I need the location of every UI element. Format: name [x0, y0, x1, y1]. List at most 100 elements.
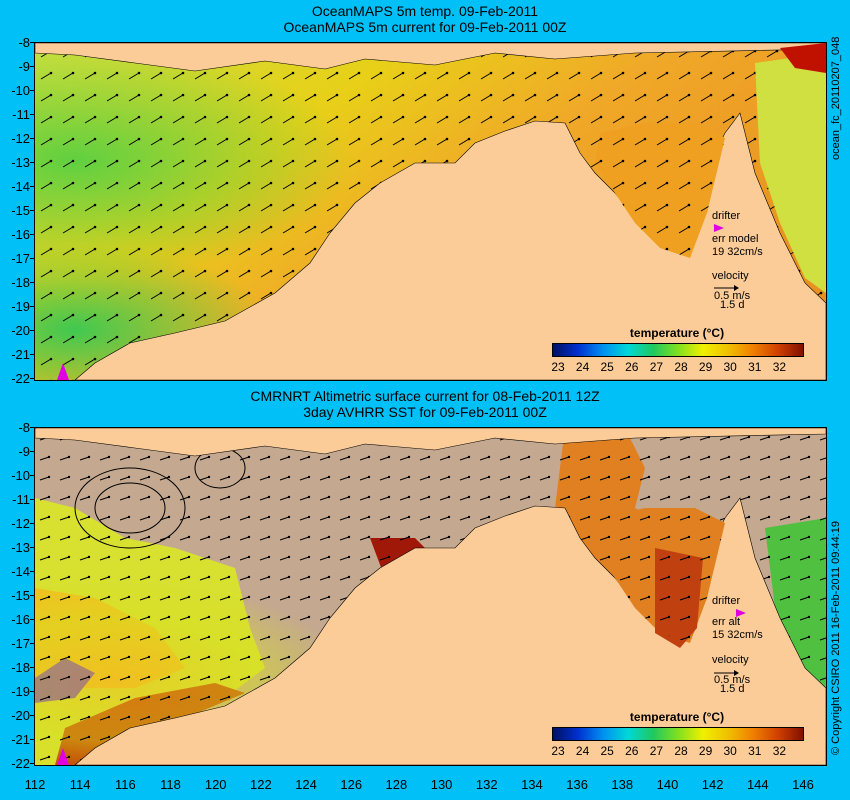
latitude-tick — [30, 523, 35, 524]
longitude-tick-label: 126 — [340, 777, 363, 792]
latitude-tick — [30, 619, 35, 620]
longitude-tick-label: 136 — [566, 777, 588, 792]
colorbar-tick-label: 27 — [649, 744, 664, 758]
latitude-tick — [30, 667, 35, 668]
latitude-tick-label: -12 — [11, 131, 30, 146]
top-drifter-marker-sw — [57, 363, 69, 380]
latitude-tick-label: -18 — [11, 275, 30, 290]
latitude-tick — [30, 475, 35, 476]
latitude-tick — [30, 66, 35, 67]
latitude-tick — [30, 186, 35, 187]
longitude-tick-label: 134 — [521, 777, 543, 792]
bottom-gulf-vectors — [595, 508, 725, 643]
latitude-tick-label: -13 — [11, 155, 30, 170]
colorbar-tick-label: 26 — [625, 360, 639, 374]
colorbar-tick-label: 25 — [600, 360, 614, 374]
colorbar-tick-label: 32 — [772, 360, 787, 374]
latitude-tick-label: -21 — [11, 732, 30, 747]
top-gulf-vectors — [595, 123, 725, 258]
bottom-err-value: 15 32cm/s — [712, 629, 763, 641]
bottom-drifter-marker — [736, 609, 746, 617]
longitude-tick-label: 142 — [701, 777, 724, 792]
bottom-colorbar-labels: 23 24 25 26 27 28 29 30 31 32 — [551, 744, 812, 758]
top-title-line2: OceanMAPS 5m current for 09-Feb-2011 00Z — [283, 19, 567, 35]
top-velocity-label: velocity — [712, 270, 749, 282]
latitude-tick-label: -17 — [11, 251, 30, 266]
longitude-tick-label: 124 — [295, 777, 317, 792]
bottom-eddy-1-inner — [94, 482, 166, 534]
top-err-label: err model — [712, 233, 759, 245]
latitude-tick — [30, 138, 35, 139]
latitude-tick-label: -19 — [11, 684, 30, 699]
latitude-tick-label: -12 — [11, 516, 30, 531]
top-velocity-arrowhead — [734, 285, 739, 291]
latitude-tick — [30, 739, 35, 740]
latitude-tick — [30, 427, 35, 428]
latitude-tick-label: -14 — [11, 564, 30, 579]
longitude-tick-label: 114 — [69, 777, 91, 792]
latitude-tick — [30, 763, 35, 764]
latitude-tick-label: -13 — [11, 540, 30, 555]
bottom-colorbar-title: temperature (°C) — [629, 710, 725, 724]
top-australia-landmass — [74, 112, 826, 380]
bottom-map-svg — [35, 428, 826, 765]
colorbar-tick-label: 31 — [748, 744, 762, 758]
latitude-tick — [30, 42, 35, 43]
colorbar-tick-label: 28 — [674, 744, 688, 758]
longitude-tick-label: 132 — [475, 777, 498, 792]
latitude-tick — [30, 258, 35, 259]
top-colorbar — [552, 343, 804, 357]
top-colorbar-labels: 23 24 25 26 27 28 29 30 31 32 — [551, 360, 812, 374]
latitude-tick — [30, 282, 35, 283]
bottom-title-line2: 3day AVHRR SST for 09-Feb-2011 00Z — [303, 404, 547, 420]
latitude-tick-label: -18 — [11, 660, 30, 675]
latitude-tick-label: -22 — [11, 756, 30, 771]
latitude-tick — [30, 547, 35, 548]
bottom-drifter-label: drifter — [712, 595, 741, 607]
top-colorbar-title: temperature (°C) — [629, 326, 725, 340]
top-title-line1: OceanMAPS 5m temp. 09-Feb-2011 — [311, 3, 539, 19]
latitude-tick-label: -20 — [11, 323, 30, 338]
longitude-tick-label: 130 — [430, 777, 453, 792]
colorbar-tick-label: 24 — [575, 360, 590, 374]
top-warm-spot-northeast — [780, 43, 826, 73]
bottom-drifter-marker-sw — [57, 748, 69, 765]
longitude-tick-label: 146 — [792, 777, 814, 792]
bottom-side-text: © Copyright CSIRO 2011 16-Feb-2011 09:44… — [830, 521, 842, 755]
latitude-tick — [30, 330, 35, 331]
latitude-tick — [30, 715, 35, 716]
top-velocity-time: 1.5 d — [720, 299, 745, 311]
latitude-tick — [30, 210, 35, 211]
latitude-tick — [30, 114, 35, 115]
top-map-panel[interactable] — [34, 42, 827, 381]
bottom-eddy-1 — [74, 467, 186, 549]
longitude-tick-label: 116 — [114, 777, 136, 792]
latitude-tick-label: -16 — [11, 612, 30, 627]
bottom-australia-landmass — [74, 497, 826, 765]
latitude-tick-label: -19 — [11, 299, 30, 314]
latitude-tick-label: -20 — [11, 708, 30, 723]
latitude-tick-label: -15 — [11, 203, 30, 218]
latitude-tick — [30, 90, 35, 91]
top-northern-islands — [35, 43, 826, 72]
latitude-tick-label: -10 — [11, 468, 30, 483]
bottom-colorbar — [552, 727, 804, 741]
latitude-tick — [30, 571, 35, 572]
top-err-value: 19 32cm/s — [712, 246, 763, 258]
longitude-tick-label: 140 — [656, 777, 679, 792]
latitude-tick — [30, 499, 35, 500]
colorbar-tick-label: 32 — [772, 744, 787, 758]
longitude-tick-label: 144 — [746, 777, 769, 792]
latitude-tick-label: -9 — [18, 444, 30, 459]
colorbar-tick-label: 26 — [625, 744, 639, 758]
latitude-tick-label: -14 — [11, 179, 30, 194]
longitude-tick-label: 128 — [385, 777, 408, 792]
latitude-tick-label: -21 — [11, 347, 30, 362]
bottom-map-panel[interactable] — [34, 427, 827, 766]
bottom-err-label: err alt — [712, 616, 741, 628]
latitude-tick-label: -8 — [18, 35, 30, 50]
top-velocity-scale: 0.5 m/s — [714, 290, 751, 302]
longitude-tick-label: 122 — [250, 777, 272, 792]
latitude-tick — [30, 691, 35, 692]
latitude-tick-label: -17 — [11, 636, 30, 651]
